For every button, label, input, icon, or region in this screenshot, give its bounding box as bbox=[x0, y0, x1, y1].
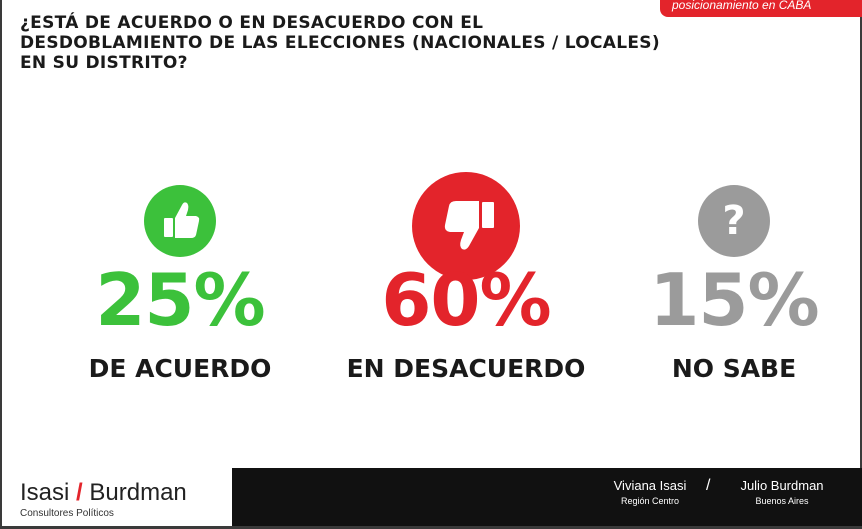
brand-name-left: Isasi bbox=[20, 479, 70, 506]
stat-agree-value: 25% bbox=[95, 258, 265, 342]
footer-person-1: Viviana Isasi Región Centro bbox=[595, 478, 705, 508]
person-name: Viviana Isasi bbox=[613, 478, 687, 493]
footer-bar bbox=[232, 468, 862, 529]
brand-subtitle: Consultores Políticos bbox=[20, 508, 114, 519]
question-line-1: ¿ESTÁ DE ACUERDO O EN DESACUERDO CON EL bbox=[20, 13, 484, 33]
question-line-2: DESDOBLAMIENTO DE LAS ELECCIONES (NACION… bbox=[20, 33, 660, 53]
svg-text:?: ? bbox=[722, 198, 745, 244]
person-name: Julio Burdman bbox=[740, 478, 824, 493]
stat-unsure-label: NO SABE bbox=[671, 354, 797, 383]
brand-logo: Isasi / Burdman Consultores Políticos bbox=[20, 478, 187, 520]
frame-right-border bbox=[860, 0, 862, 529]
corner-tag: posicionamiento en CABA bbox=[660, 0, 862, 17]
thumbs-up-icon bbox=[144, 185, 216, 262]
person-region: Región Centro bbox=[620, 496, 680, 506]
brand-name-right: Burdman bbox=[89, 479, 187, 506]
footer-person-2: Julio Burdman Buenos Aires bbox=[722, 478, 842, 508]
question-line-3: EN SU DISTRITO? bbox=[20, 53, 188, 73]
brand-slash: / bbox=[76, 479, 83, 506]
stat-unsure-value: 15% bbox=[649, 258, 819, 342]
question-title: ¿ESTÁ DE ACUERDO O EN DESACUERDO CON EL … bbox=[20, 13, 800, 73]
frame-left-border bbox=[0, 0, 2, 529]
stat-agree-label: DE ACUERDO bbox=[88, 354, 272, 383]
thumbs-down-icon bbox=[412, 172, 520, 285]
stat-disagree-label: EN DESACUERDO bbox=[346, 354, 586, 383]
footer-separator: / bbox=[706, 477, 711, 494]
bottom-border bbox=[0, 526, 862, 529]
question-icon: ? bbox=[698, 185, 770, 262]
stat-disagree-value: 60% bbox=[381, 258, 551, 342]
person-region: Buenos Aires bbox=[755, 496, 809, 506]
